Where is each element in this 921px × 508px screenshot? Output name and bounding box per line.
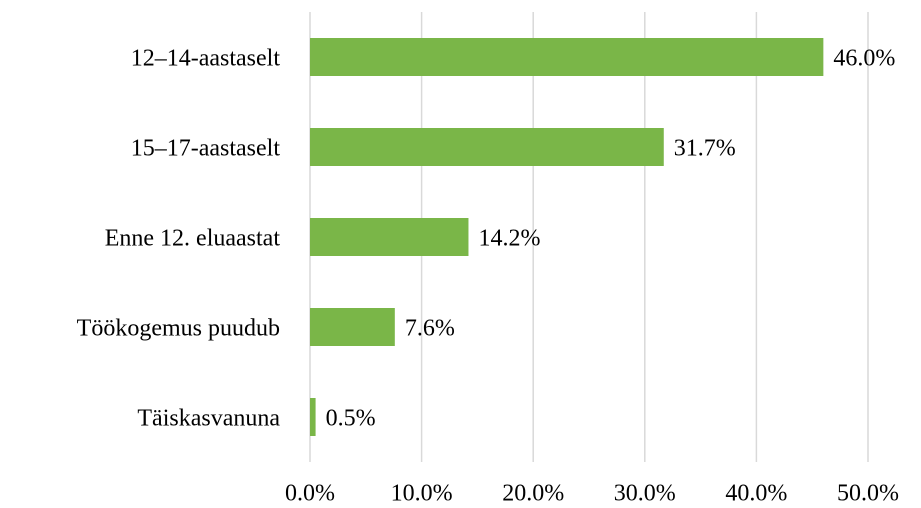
data-label: 0.5% <box>326 406 376 432</box>
data-label: 7.6% <box>405 316 455 342</box>
data-label: 31.7% <box>674 136 736 162</box>
y-tick-label: 15–17-aastaselt <box>131 136 281 162</box>
bar <box>310 218 469 256</box>
x-tick-label: 20.0% <box>502 481 564 507</box>
data-label: 46.0% <box>833 46 895 72</box>
x-tick-label: 50.0% <box>837 481 899 507</box>
bar <box>310 308 395 346</box>
y-tick-label: Täiskasvanuna <box>137 406 280 432</box>
bar <box>310 38 824 76</box>
bar <box>310 128 664 166</box>
y-tick-label: Enne 12. eluaastat <box>105 226 281 252</box>
x-tick-label: 40.0% <box>725 481 787 507</box>
x-tick-label: 30.0% <box>614 481 676 507</box>
x-tick-label: 10.0% <box>391 481 453 507</box>
y-tick-label: 12–14-aastaselt <box>131 46 281 72</box>
x-tick-label: 0.0% <box>285 481 335 507</box>
data-label: 14.2% <box>478 226 540 252</box>
y-tick-label: Töökogemus puudub <box>77 316 280 342</box>
bar <box>310 398 316 436</box>
